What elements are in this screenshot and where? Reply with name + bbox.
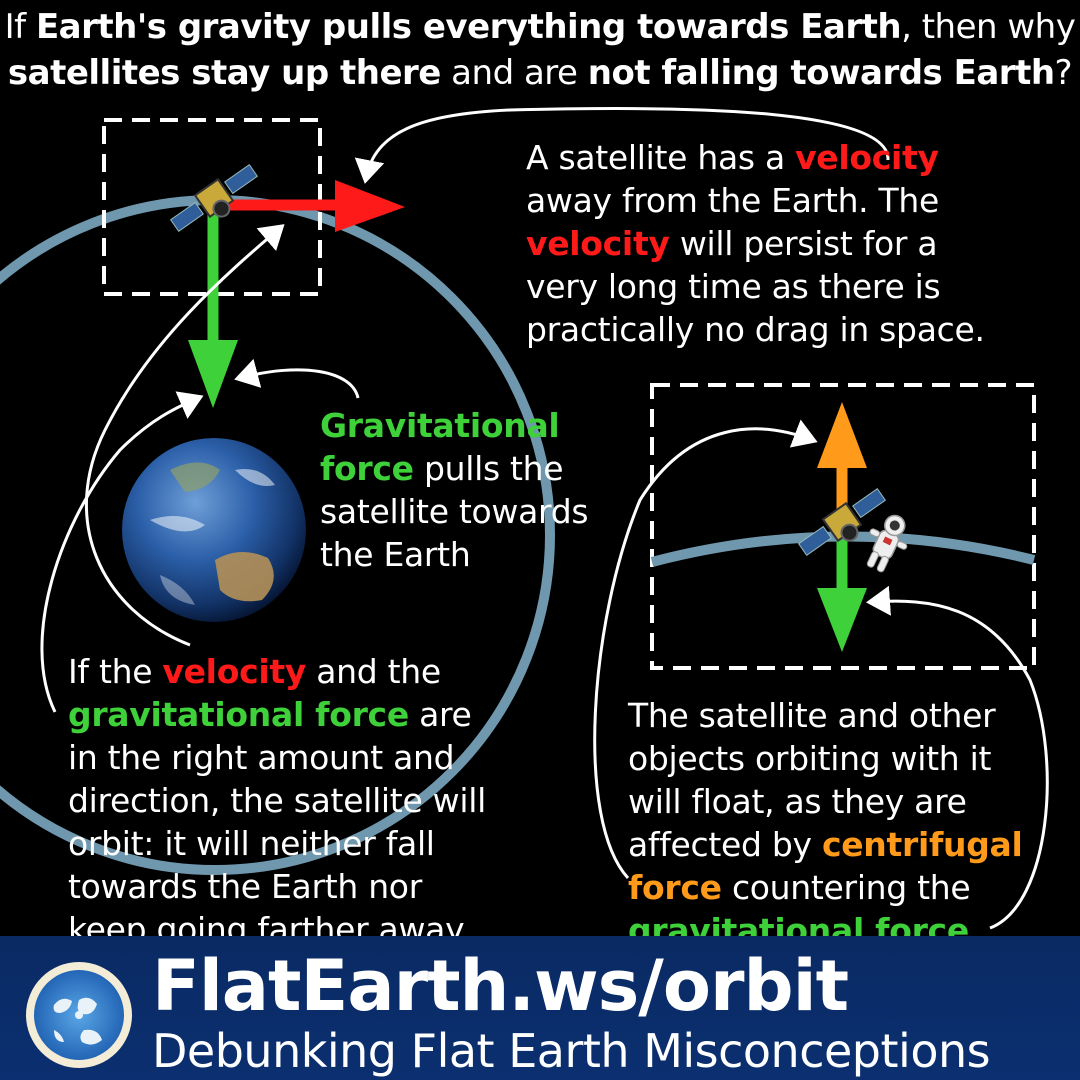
satellite-icon — [169, 164, 259, 232]
text: countering the — [721, 868, 971, 907]
headline-text: ? — [1054, 53, 1073, 93]
headline-bold-text: satellites stay up there — [7, 53, 441, 93]
annotation-arrow-gravitational-right — [866, 585, 1049, 930]
text: the Earth — [320, 535, 471, 574]
annotation-arrow-centrifugal — [593, 419, 818, 880]
text: direction, the satellite will — [68, 781, 486, 820]
footer-banner — [0, 936, 1080, 1080]
text: objects orbiting with it — [628, 739, 992, 778]
headline-text: If — [4, 7, 36, 47]
velocity-keyword: velocity — [795, 138, 939, 177]
centrifugal-keyword: centrifugal — [821, 825, 1023, 864]
float-explanation: The satellite and other objects orbiting… — [628, 694, 1068, 952]
velocity-explanation: A satellite has a velocity away from the… — [526, 136, 1066, 351]
velocity-keyword: velocity — [162, 652, 307, 691]
earth-globe-icon — [122, 438, 306, 622]
annotation-arrow-orbit-gravity — [40, 391, 204, 713]
headline-line-2: satellites stay up there and are not fal… — [0, 50, 1080, 96]
site-logo-globe-icon[interactable] — [24, 960, 134, 1070]
text: The satellite and other — [628, 696, 996, 735]
text: away from the Earth. The — [526, 181, 940, 220]
text: satellite towards — [320, 492, 589, 531]
velocity-arrow-head — [335, 180, 405, 232]
astronaut-icon — [866, 514, 908, 573]
headline-bold-text: not falling towards Earth — [587, 53, 1055, 93]
gravity-explanation: Gravitational force pulls the satellite … — [320, 404, 630, 576]
gravity-arrow-head — [188, 340, 238, 408]
text: towards the Earth nor — [68, 867, 422, 906]
gravity-keyword: Gravitational — [320, 406, 560, 445]
headline-text: and are — [440, 53, 588, 93]
text: . — [968, 911, 980, 950]
annotation-arrow-velocity — [354, 106, 890, 184]
headline-bold-text: Earth's gravity pulls everything towards… — [35, 7, 902, 47]
orbit-explanation: If the velocity and the gravitational fo… — [68, 650, 568, 951]
satellite-icon — [797, 488, 887, 556]
velocity-keyword: velocity — [526, 224, 670, 263]
text: pulls the — [413, 449, 564, 488]
text: orbit: it will neither fall — [68, 824, 435, 863]
headline-text: , then why — [901, 7, 1076, 47]
text: will float, as they are — [628, 782, 967, 821]
text: affected by — [628, 825, 822, 864]
centrifugal-arrow-head — [817, 402, 867, 468]
text: very long time as there is — [526, 267, 941, 306]
float-zoom-box — [650, 383, 1036, 670]
site-tagline: Debunking Flat Earth Misconceptions — [152, 1024, 991, 1078]
site-url-link[interactable]: FlatEarth.ws/orbit — [152, 945, 849, 1027]
annotation-arrow-gravity — [234, 358, 360, 399]
text: A satellite has a — [526, 138, 796, 177]
text: in the right amount and — [68, 738, 455, 777]
text: practically no drag in space. — [526, 310, 985, 349]
gravity-keyword: force — [320, 449, 414, 488]
gravity-arrow-right-head — [817, 588, 867, 652]
text: If the — [68, 652, 163, 691]
headline-line-1: If Earth's gravity pulls everything towa… — [0, 4, 1080, 50]
centrifugal-keyword: force — [628, 868, 722, 907]
annotation-arrow-orbit-velocity — [84, 224, 285, 647]
text: and the — [306, 652, 441, 691]
page-title: If Earth's gravity pulls everything towa… — [0, 4, 1080, 96]
gravity-keyword: gravitational force — [68, 695, 409, 734]
text: will persist for a — [669, 224, 938, 263]
text: are — [408, 695, 472, 734]
